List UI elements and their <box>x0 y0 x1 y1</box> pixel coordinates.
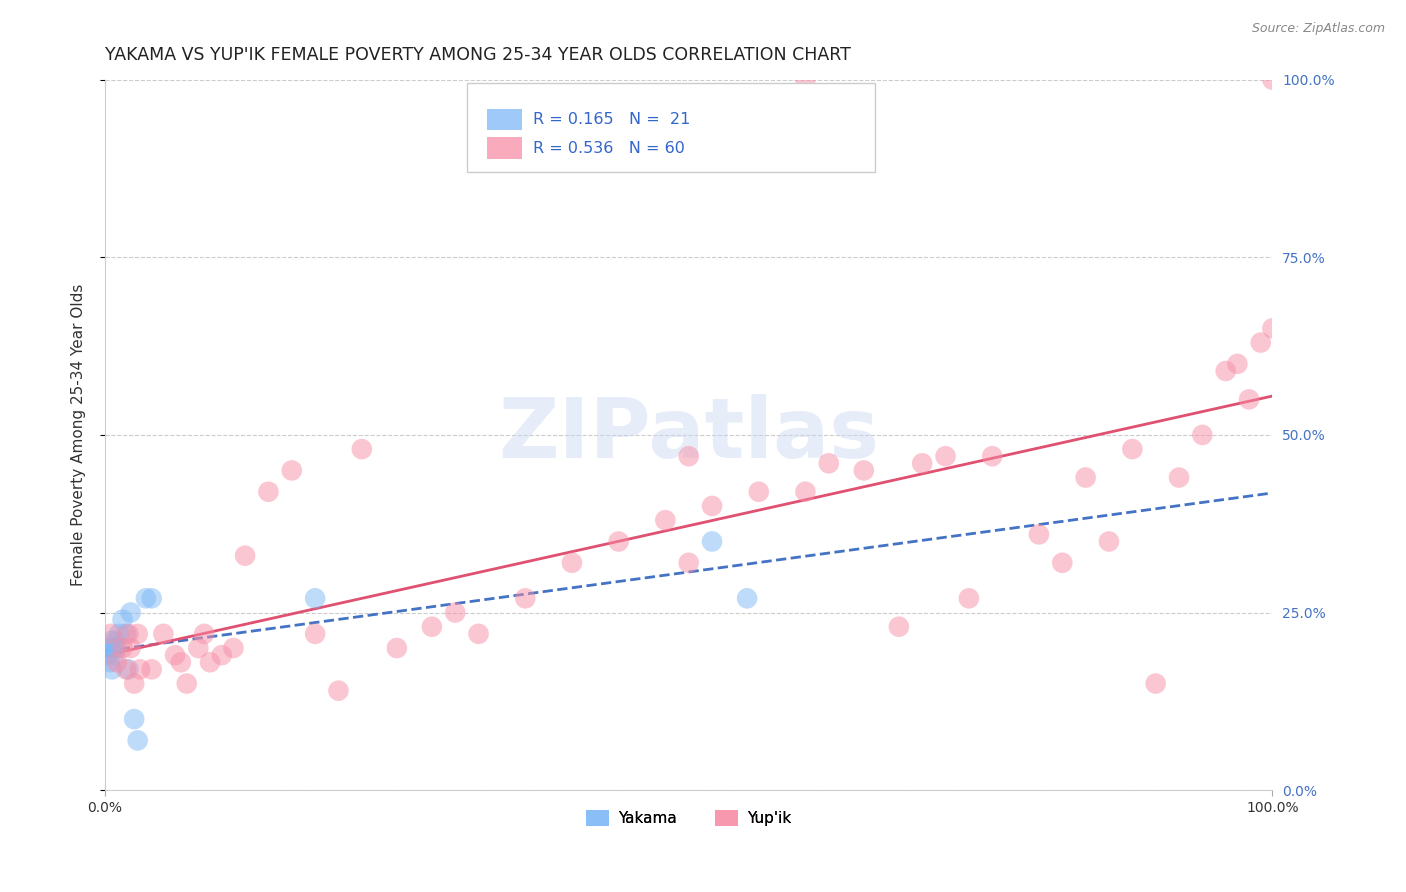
Point <box>187 641 209 656</box>
Point <box>115 662 138 676</box>
Point <box>1226 357 1249 371</box>
Point <box>1144 676 1167 690</box>
Point <box>97 641 120 656</box>
Point <box>1215 364 1237 378</box>
Point <box>129 662 152 676</box>
Point <box>233 549 256 563</box>
Point <box>1052 556 1074 570</box>
Point <box>281 463 304 477</box>
Point <box>1261 321 1284 335</box>
Point <box>304 591 326 606</box>
Point <box>1250 335 1272 350</box>
Point <box>257 484 280 499</box>
Point <box>748 484 770 499</box>
Point <box>98 655 121 669</box>
Point <box>198 655 221 669</box>
Point <box>122 712 145 726</box>
Point <box>135 591 157 606</box>
Text: Source: ZipAtlas.com: Source: ZipAtlas.com <box>1251 22 1385 36</box>
Point <box>120 641 142 656</box>
Legend: Yakama, Yup'ik: Yakama, Yup'ik <box>579 804 797 832</box>
Point <box>152 627 174 641</box>
Point <box>127 627 149 641</box>
Point <box>735 591 758 606</box>
Point <box>100 634 122 648</box>
Point <box>163 648 186 662</box>
Point <box>385 641 408 656</box>
Point <box>444 606 467 620</box>
Point <box>852 463 875 477</box>
Point <box>105 641 128 656</box>
Point <box>176 676 198 690</box>
Point <box>96 648 118 662</box>
Point <box>1074 470 1097 484</box>
Point <box>104 634 127 648</box>
Point <box>1121 442 1143 456</box>
Point <box>101 662 124 676</box>
Point <box>794 484 817 499</box>
Point <box>111 613 134 627</box>
Point <box>1168 470 1191 484</box>
Point <box>515 591 537 606</box>
Point <box>1191 428 1213 442</box>
Y-axis label: Female Poverty Among 25-34 Year Olds: Female Poverty Among 25-34 Year Olds <box>72 284 86 586</box>
Point <box>127 733 149 747</box>
Point <box>211 648 233 662</box>
Text: ZIPatlas: ZIPatlas <box>498 394 879 475</box>
Point <box>981 449 1004 463</box>
Point <box>1098 534 1121 549</box>
Point <box>141 591 163 606</box>
Point <box>100 627 122 641</box>
Point <box>700 499 723 513</box>
Point <box>678 556 700 570</box>
Point <box>108 627 131 641</box>
Point <box>328 683 350 698</box>
Point <box>193 627 215 641</box>
Point <box>105 655 128 669</box>
Point <box>700 534 723 549</box>
Point <box>111 641 134 656</box>
FancyBboxPatch shape <box>486 109 522 130</box>
Point <box>103 648 125 662</box>
Text: R = 0.536   N = 60: R = 0.536 N = 60 <box>533 141 685 155</box>
Point <box>817 456 839 470</box>
FancyBboxPatch shape <box>486 137 522 159</box>
Point <box>122 676 145 690</box>
Point <box>934 449 956 463</box>
FancyBboxPatch shape <box>467 83 876 172</box>
Point <box>141 662 163 676</box>
Point <box>887 620 910 634</box>
Point <box>420 620 443 634</box>
Point <box>561 556 583 570</box>
Point <box>115 627 138 641</box>
Point <box>117 662 139 676</box>
Point <box>654 513 676 527</box>
Point <box>350 442 373 456</box>
Point <box>1028 527 1050 541</box>
Point <box>794 72 817 87</box>
Point <box>678 449 700 463</box>
Point <box>1261 72 1284 87</box>
Point <box>222 641 245 656</box>
Point <box>117 627 139 641</box>
Point <box>911 456 934 470</box>
Point <box>957 591 980 606</box>
Point <box>120 606 142 620</box>
Point <box>101 641 124 656</box>
Text: YAKAMA VS YUP'IK FEMALE POVERTY AMONG 25-34 YEAR OLDS CORRELATION CHART: YAKAMA VS YUP'IK FEMALE POVERTY AMONG 25… <box>105 46 851 64</box>
Point <box>467 627 489 641</box>
Point <box>304 627 326 641</box>
Point <box>607 534 630 549</box>
Text: R = 0.165   N =  21: R = 0.165 N = 21 <box>533 112 690 127</box>
Point <box>1237 392 1260 407</box>
Point <box>170 655 193 669</box>
